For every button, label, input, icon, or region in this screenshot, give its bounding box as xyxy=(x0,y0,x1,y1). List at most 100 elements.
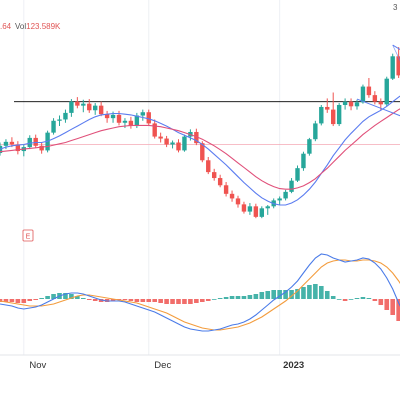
candle-body-9 xyxy=(51,120,56,133)
macd-histogram-bar-2 xyxy=(9,299,15,302)
macd-histogram-bar-56 xyxy=(330,296,336,299)
macd-histogram-bar-26 xyxy=(152,299,157,302)
macd-histogram-bar-36 xyxy=(211,299,217,300)
candle-body-52 xyxy=(307,139,312,154)
candle-body-2 xyxy=(9,141,15,145)
macd-histogram-bar-4 xyxy=(21,299,27,303)
macd-histogram-bar-53 xyxy=(313,284,318,299)
volume-readout: Vol123.589K xyxy=(15,22,60,31)
chart-gridlines xyxy=(0,0,400,356)
candle-body-11 xyxy=(63,112,68,120)
macd-histogram-bar-49 xyxy=(289,290,294,299)
candle-body-25 xyxy=(146,112,151,124)
macd-histogram-bar-25 xyxy=(146,299,152,302)
channel-diagonal-line xyxy=(392,44,400,62)
macd-histogram-bar-30 xyxy=(176,299,181,304)
candle-body-7 xyxy=(39,145,44,151)
macd-histogram-bar-7 xyxy=(39,298,44,299)
macd-histogram-bar-40 xyxy=(235,296,241,299)
candle-body-17 xyxy=(98,105,104,115)
candle-body-60 xyxy=(354,102,360,107)
macd-histogram-bar-28 xyxy=(164,299,169,304)
candle-body-13 xyxy=(75,101,80,106)
candle-body-36 xyxy=(212,172,217,179)
macd-histogram-bar-22 xyxy=(128,299,134,301)
macd-histogram-bar-47 xyxy=(277,290,282,299)
macd-histogram-bar-57 xyxy=(336,299,342,300)
candle-body-40 xyxy=(235,198,241,205)
price-fragment: 3 xyxy=(393,3,398,12)
macd-histogram-bar-61 xyxy=(360,297,366,299)
candle-body-58 xyxy=(342,101,348,105)
candle-body-66 xyxy=(390,56,395,79)
candle-body-54 xyxy=(319,106,324,124)
macd-histogram-bar-24 xyxy=(140,299,146,302)
moving-average-lines xyxy=(0,95,400,206)
macd-signal-line xyxy=(0,259,400,331)
candle-body-26 xyxy=(152,123,157,137)
earnings-event-marker[interactable]: E xyxy=(22,229,34,242)
macd-histogram-bar-60 xyxy=(354,298,360,299)
candle-body-10 xyxy=(57,119,62,121)
macd-histogram-bar-39 xyxy=(229,296,235,299)
macd-histogram-bar-32 xyxy=(188,299,193,304)
macd-histogram-bar-59 xyxy=(348,299,354,300)
macd-histogram-bar-42 xyxy=(247,295,253,299)
macd-panel xyxy=(0,253,400,332)
macd-histogram-bar-11 xyxy=(63,293,68,299)
candle-body-27 xyxy=(158,136,163,139)
macd-histogram-bar-27 xyxy=(158,299,163,303)
candle-body-6 xyxy=(33,137,38,146)
candle-body-51 xyxy=(301,153,306,169)
candle-body-55 xyxy=(325,106,330,110)
candle-body-65 xyxy=(384,78,389,105)
macd-histogram-bar-54 xyxy=(319,286,324,299)
candle-body-31 xyxy=(182,136,187,151)
macd-histogram-bar-62 xyxy=(366,298,372,299)
macd-histogram-bar-45 xyxy=(265,291,271,299)
moving-average-fast xyxy=(0,95,400,206)
candle-body-5 xyxy=(27,137,32,148)
macd-histogram-bar-65 xyxy=(384,299,390,310)
macd-histogram-bar-23 xyxy=(134,299,140,302)
macd-histogram-bar-8 xyxy=(45,296,50,299)
macd-histogram-bar-9 xyxy=(51,294,56,299)
macd-histogram-bar-64 xyxy=(378,299,384,305)
candle-body-59 xyxy=(348,101,354,107)
candle-body-41 xyxy=(241,204,247,212)
macd-histogram-bar-33 xyxy=(194,299,199,303)
macd-histogram-bar-37 xyxy=(217,298,223,299)
macd-histogram-bar-19 xyxy=(110,299,116,301)
candle-body-34 xyxy=(200,143,205,161)
candle-body-33 xyxy=(194,131,199,144)
macd-histogram-bar-51 xyxy=(301,287,306,299)
macd-histogram-bar-6 xyxy=(33,299,38,300)
macd-histogram-bar-44 xyxy=(259,292,265,299)
candle-body-67 xyxy=(396,56,400,76)
macd-histogram-bar-38 xyxy=(223,297,229,299)
candle-body-45 xyxy=(265,206,270,209)
macd-histogram-bar-43 xyxy=(253,294,259,299)
macd-histogram-bar-1 xyxy=(3,299,9,302)
macd-histogram-bar-21 xyxy=(122,299,128,300)
volume-label: Vol xyxy=(15,22,27,31)
candle-body-18 xyxy=(104,114,110,119)
macd-histogram-bar-15 xyxy=(86,299,92,300)
candle-body-1 xyxy=(3,141,9,146)
candle-body-53 xyxy=(313,123,318,140)
candle-body-48 xyxy=(283,191,288,199)
event-marker-label: E xyxy=(26,234,31,241)
macd-histogram-bar-14 xyxy=(81,298,86,299)
x-axis: NovDec2023Feb xyxy=(29,360,304,371)
x-tick-label-2: 2023 xyxy=(283,360,304,371)
candle-body-30 xyxy=(176,142,181,151)
macd-histogram-bar-34 xyxy=(200,299,205,302)
candle-body-20 xyxy=(116,114,122,123)
macd-histogram-bar-29 xyxy=(170,299,175,304)
candle-body-23 xyxy=(134,115,140,127)
candle-body-39 xyxy=(229,193,235,199)
candle-body-64 xyxy=(378,101,383,105)
candlestick-series xyxy=(0,47,400,219)
candle-body-0 xyxy=(0,145,3,154)
